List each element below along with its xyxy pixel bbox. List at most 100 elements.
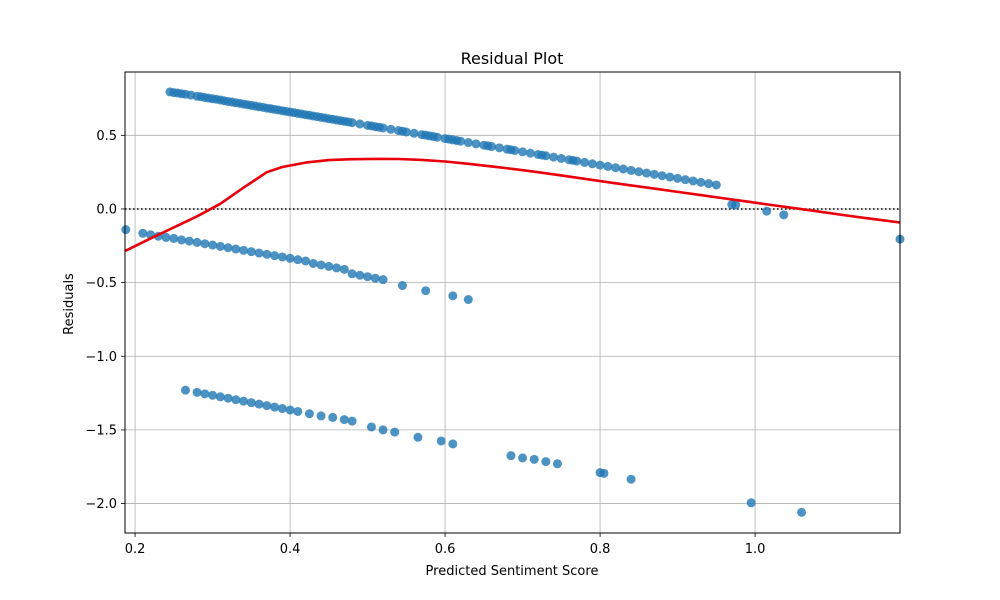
residual-point [595, 160, 605, 170]
lowess-smoother [124, 157, 901, 253]
smoother-line [124, 157, 901, 253]
residual-point [397, 281, 407, 291]
residual-point [246, 247, 256, 257]
residual-point [510, 146, 520, 156]
residual-point [518, 453, 528, 463]
residual-point [731, 200, 741, 210]
residual-point [200, 389, 210, 399]
residual-point [301, 256, 311, 266]
residual-point [169, 233, 179, 243]
residual-point [254, 248, 264, 258]
residual-point [779, 210, 789, 220]
x-tick-label: 0.8 [590, 542, 611, 557]
residual-point [370, 273, 380, 283]
residual-point [347, 118, 357, 128]
residual-point [177, 235, 187, 245]
residual-point [215, 241, 225, 251]
residual-point [673, 173, 683, 183]
residual-point [432, 132, 442, 142]
x-axis-title: Predicted Sentiment Score [426, 564, 599, 579]
residual-point [456, 136, 466, 146]
residual-point [328, 412, 338, 422]
residual-point [665, 172, 675, 182]
residual-point [277, 252, 287, 262]
residual-point [626, 165, 636, 175]
residual-point [541, 457, 551, 467]
residual-point [378, 275, 388, 285]
residual-point [355, 270, 365, 280]
y-tick-label: −1.0 [85, 350, 117, 365]
residual-point [696, 177, 706, 187]
residual-point [223, 393, 233, 403]
residual-point [688, 176, 698, 186]
residual-point [121, 225, 131, 235]
x-tick-label: 0.2 [125, 542, 146, 557]
y-tick-label: 0.0 [96, 202, 117, 217]
residual-point [347, 269, 357, 279]
residual-point [316, 260, 326, 270]
residual-point [231, 395, 241, 405]
residual-point [262, 401, 272, 411]
residual-point [525, 148, 535, 158]
residual-point [704, 179, 714, 189]
residual-point [611, 163, 621, 173]
residual-point [308, 258, 318, 268]
residual-point [603, 161, 613, 171]
axis-ticks: 0.2 0.4 0.6 0.8 1.0 0.5 0.0 −0.5 −1.0 −1.5 −2.0 [85, 129, 765, 557]
x-tick-label: 0.6 [435, 542, 456, 557]
residual-point [649, 169, 659, 179]
y-tick-label: −2.0 [85, 497, 117, 512]
residual-point [378, 123, 388, 133]
residual-point [316, 411, 326, 421]
residual-point [161, 232, 171, 242]
residual-point [270, 402, 280, 412]
residual-point [463, 295, 473, 305]
residual-point [618, 164, 628, 174]
residual-point [471, 139, 481, 149]
y-tick-label: −1.5 [85, 423, 117, 438]
residual-point [642, 168, 652, 178]
residual-point [339, 264, 349, 274]
residual-point [746, 498, 756, 508]
residual-point [494, 143, 504, 153]
residual-point [549, 152, 559, 162]
y-axis-title: Residuals [62, 273, 77, 335]
residual-point [239, 396, 249, 406]
residual-point [304, 409, 314, 419]
residual-point [529, 454, 539, 464]
residual-point [448, 439, 458, 449]
y-tick-label: −0.5 [85, 276, 117, 291]
residual-point [138, 228, 148, 238]
residual-point [200, 239, 210, 249]
residual-point [680, 175, 690, 185]
chart-title: Residual Plot [461, 49, 564, 68]
residual-point [762, 206, 772, 216]
residual-point [386, 124, 396, 134]
residual-point [180, 385, 190, 395]
residual-point [208, 390, 218, 400]
residual-point [436, 436, 446, 446]
residual-point [270, 251, 280, 261]
residual-point [587, 159, 597, 169]
residual-point [626, 474, 636, 484]
residual-point [366, 422, 376, 432]
residual-point [390, 427, 400, 437]
residual-point [215, 392, 225, 402]
residual-point [192, 387, 202, 397]
residual-point [409, 128, 419, 138]
residual-point [285, 405, 295, 415]
residual-point [711, 180, 721, 190]
residual-point [208, 240, 218, 250]
residual-point [657, 171, 667, 181]
residual-point [541, 151, 551, 161]
residual-point [572, 156, 582, 166]
y-tick-label: 0.5 [96, 129, 117, 144]
residual-point [223, 243, 233, 253]
residual-point [239, 245, 249, 255]
residual-point [277, 404, 287, 414]
residual-point [254, 399, 264, 409]
plot-frame [124, 71, 901, 534]
residual-point [580, 157, 590, 167]
